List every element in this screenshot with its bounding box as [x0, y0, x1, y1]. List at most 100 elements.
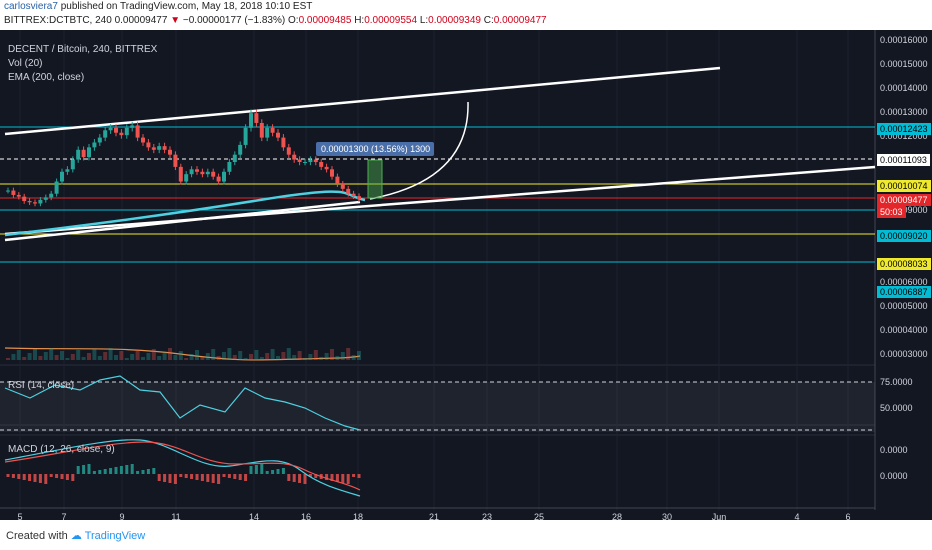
candle-body: [297, 159, 302, 162]
macd-histogram-bar: [335, 474, 339, 482]
volume-bar: [227, 348, 232, 360]
macd-histogram-bar: [314, 474, 318, 478]
macd-histogram-bar: [92, 471, 96, 474]
candle-body: [324, 166, 329, 170]
macd-histogram-bar: [287, 474, 291, 481]
publish-info: published on TradingView.com, May 18, 20…: [60, 1, 313, 12]
macd-histogram-bar: [157, 474, 161, 481]
macd-histogram-bar: [82, 465, 86, 474]
close-value: 0.00009477: [493, 15, 547, 26]
chart-svg[interactable]: 0.00016000 0.00015000 0.00014000 0.00013000…: [0, 30, 932, 522]
candle-body: [6, 190, 10, 192]
macd-histogram-bar: [6, 474, 10, 477]
candle-body: [11, 190, 16, 195]
close-label: C:: [483, 15, 494, 26]
low-label: L:: [419, 15, 429, 26]
candle-body: [330, 169, 334, 177]
macd-histogram-bar: [173, 474, 177, 484]
candle-body: [49, 193, 54, 198]
volume-bar: [33, 349, 37, 360]
volume-bar: [340, 352, 345, 360]
candle-body: [243, 127, 248, 145]
volume-bar: [319, 357, 324, 360]
macd-histogram-bar: [71, 474, 75, 481]
macd-histogram-bar: [217, 474, 221, 484]
price-tick-label: 0.00014000: [880, 83, 928, 93]
candle-body: [141, 137, 145, 143]
macd-histogram-bar: [125, 465, 129, 474]
macd-histogram-bar: [298, 474, 302, 483]
volume-bar: [16, 350, 21, 360]
volume-bar: [270, 349, 275, 360]
volume-bar: [276, 356, 280, 360]
candle-body: [114, 127, 118, 133]
macd-histogram-bar: [281, 468, 285, 474]
volume-bar: [243, 358, 248, 360]
candle-body: [65, 169, 70, 172]
volume-bar: [330, 349, 334, 360]
macd-histogram-bar: [233, 474, 237, 479]
upper-trendline: [4, 66, 721, 136]
macd-histogram-bar: [206, 474, 210, 482]
price-tick-label: 0.00003000: [880, 349, 928, 359]
legend-ema: EMA (200, close): [8, 72, 85, 83]
volume-bar: [70, 354, 75, 360]
macd-histogram-bar: [265, 471, 269, 474]
price-tick-label: 0.00016000: [880, 35, 928, 45]
time-tick-label: 16: [301, 512, 311, 520]
volume-bar: [313, 350, 318, 360]
macd-histogram-bar: [163, 474, 167, 482]
macd-histogram-bar: [179, 474, 183, 477]
volume-bar: [178, 351, 183, 360]
volume-bar: [286, 348, 291, 360]
candle-body: [157, 146, 162, 150]
chart-area[interactable]: 0.00016000 0.00015000 0.00014000 0.00013000…: [0, 30, 932, 522]
candle-body: [16, 194, 21, 197]
volume-bar: [168, 348, 172, 360]
time-tick-label: 18: [353, 512, 363, 520]
candle-body: [22, 196, 27, 202]
time-tick-label: Jun: [712, 512, 727, 520]
macd-histogram-bar: [141, 470, 145, 474]
candle-body: [346, 188, 351, 194]
candle-body: [81, 149, 86, 158]
macd-histogram-bar: [44, 474, 48, 484]
volume-bar: [162, 352, 167, 360]
macd-histogram-bar: [76, 466, 80, 474]
candle-body: [38, 199, 43, 204]
volume-bar: [351, 355, 356, 360]
open-value: 0.00009485: [298, 15, 352, 26]
volume-bar: [114, 355, 118, 360]
macd-tick-label: 0.0000: [880, 445, 908, 455]
rsi-band: [0, 382, 875, 432]
macd-histogram-bar: [352, 474, 356, 477]
author-link[interactable]: carlosviera7: [4, 1, 58, 12]
candle-body: [357, 196, 361, 200]
rsi-tick-label: 75.0000: [880, 377, 913, 387]
volume-bar: [292, 355, 297, 360]
time-tick-label: 28: [612, 512, 622, 520]
volume-bar: [346, 348, 351, 360]
volume-bar: [222, 352, 226, 360]
candle-body: [249, 113, 253, 128]
candle-body: [151, 147, 156, 150]
tradingview-link[interactable]: TradingView: [84, 530, 146, 542]
volume-bar: [232, 355, 237, 360]
candle-body: [286, 147, 291, 155]
volume-bar: [281, 352, 286, 360]
candle-body: [54, 181, 59, 194]
time-tick-label: 23: [482, 512, 492, 520]
candle-body: [313, 159, 318, 162]
candle-body: [232, 154, 237, 162]
tradingview-logo-icon[interactable]: ☁: [70, 530, 82, 542]
candle-body: [43, 197, 48, 200]
publish-line: carlosviera7 published on TradingView.co…: [0, 0, 932, 14]
candle-body: [351, 193, 356, 197]
macd-histogram-bar: [65, 474, 69, 480]
volume-bar: [11, 354, 16, 360]
price-badge: 50:03: [877, 206, 906, 218]
macd-histogram-bar: [119, 466, 123, 474]
candle-body: [222, 171, 226, 182]
price-badge: 0.00008033: [877, 258, 931, 270]
volume-bar: [238, 351, 243, 360]
